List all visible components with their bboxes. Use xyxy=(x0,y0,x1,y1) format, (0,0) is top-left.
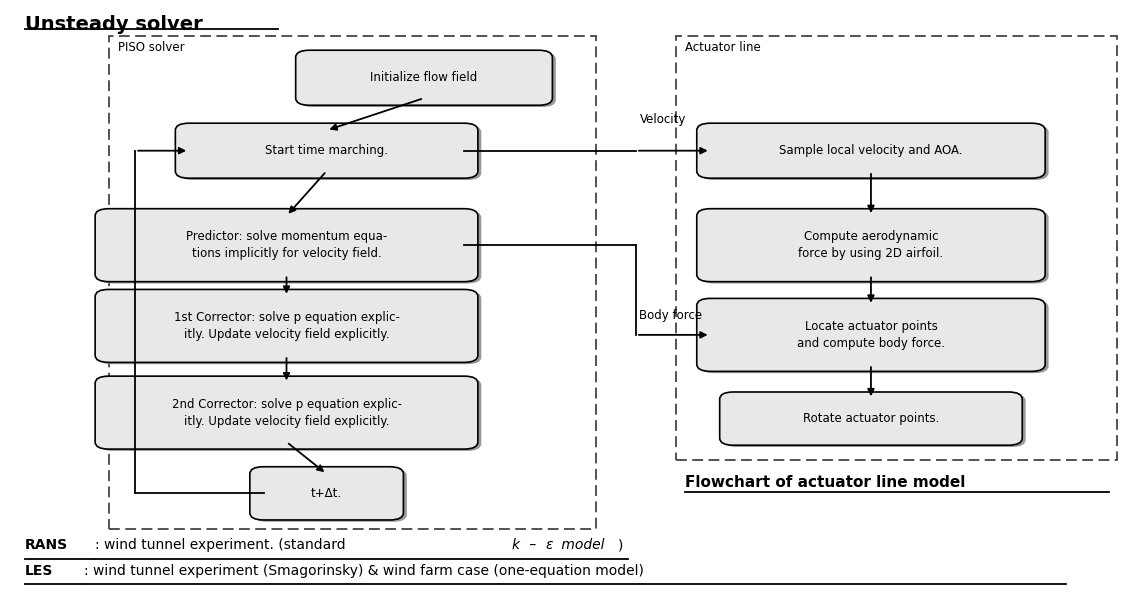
FancyBboxPatch shape xyxy=(95,289,478,362)
Text: ε: ε xyxy=(545,538,554,553)
FancyBboxPatch shape xyxy=(700,125,1049,180)
Text: 2nd Corrector: solve p equation explic-
itly. Update velocity field explicitly.: 2nd Corrector: solve p equation explic- … xyxy=(172,398,401,428)
FancyBboxPatch shape xyxy=(179,125,481,180)
FancyBboxPatch shape xyxy=(175,123,478,178)
Text: Body force: Body force xyxy=(639,309,702,322)
Text: Compute aerodynamic
force by using 2D airfoil.: Compute aerodynamic force by using 2D ai… xyxy=(799,230,943,260)
FancyBboxPatch shape xyxy=(95,376,478,449)
Text: : wind tunnel experiment. (standard: : wind tunnel experiment. (standard xyxy=(95,538,351,553)
Text: RANS: RANS xyxy=(25,538,69,553)
Text: Start time marching.: Start time marching. xyxy=(265,144,388,157)
FancyBboxPatch shape xyxy=(253,469,407,521)
FancyBboxPatch shape xyxy=(95,209,478,282)
FancyBboxPatch shape xyxy=(697,209,1045,282)
Text: t+Δt.: t+Δt. xyxy=(311,487,343,500)
FancyBboxPatch shape xyxy=(296,50,552,105)
FancyBboxPatch shape xyxy=(697,123,1045,178)
Text: : wind tunnel experiment (Smagorinsky) & wind farm case (one-equation model): : wind tunnel experiment (Smagorinsky) &… xyxy=(84,564,644,578)
Text: Locate actuator points
and compute body force.: Locate actuator points and compute body … xyxy=(796,320,945,350)
FancyBboxPatch shape xyxy=(720,392,1022,445)
Text: Initialize flow field: Initialize flow field xyxy=(370,71,478,84)
Text: model: model xyxy=(557,538,604,553)
Bar xyxy=(109,36,596,529)
FancyBboxPatch shape xyxy=(99,291,481,364)
Text: Rotate actuator points.: Rotate actuator points. xyxy=(802,412,940,425)
FancyBboxPatch shape xyxy=(697,298,1045,371)
FancyBboxPatch shape xyxy=(700,210,1049,283)
Text: 1st Corrector: solve p equation explic-
itly. Update velocity field explicitly.: 1st Corrector: solve p equation explic- … xyxy=(173,311,400,341)
FancyBboxPatch shape xyxy=(99,210,481,283)
FancyBboxPatch shape xyxy=(723,394,1026,447)
Text: Flowchart of actuator line model: Flowchart of actuator line model xyxy=(685,475,966,490)
Text: LES: LES xyxy=(25,564,54,578)
Text: Velocity: Velocity xyxy=(639,112,685,126)
Text: –: – xyxy=(525,538,541,553)
Text: PISO solver: PISO solver xyxy=(118,41,185,54)
FancyBboxPatch shape xyxy=(299,52,556,107)
FancyBboxPatch shape xyxy=(250,466,403,520)
Text: Actuator line: Actuator line xyxy=(685,41,761,54)
FancyBboxPatch shape xyxy=(99,378,481,451)
Text: Unsteady solver: Unsteady solver xyxy=(25,15,203,34)
Text: Predictor: solve momentum equa-
tions implicitly for velocity field.: Predictor: solve momentum equa- tions im… xyxy=(186,230,387,260)
Text: ): ) xyxy=(618,538,623,553)
FancyBboxPatch shape xyxy=(700,300,1049,373)
Text: k: k xyxy=(511,538,519,553)
Bar xyxy=(676,36,1117,460)
Text: Sample local velocity and AOA.: Sample local velocity and AOA. xyxy=(779,144,963,157)
